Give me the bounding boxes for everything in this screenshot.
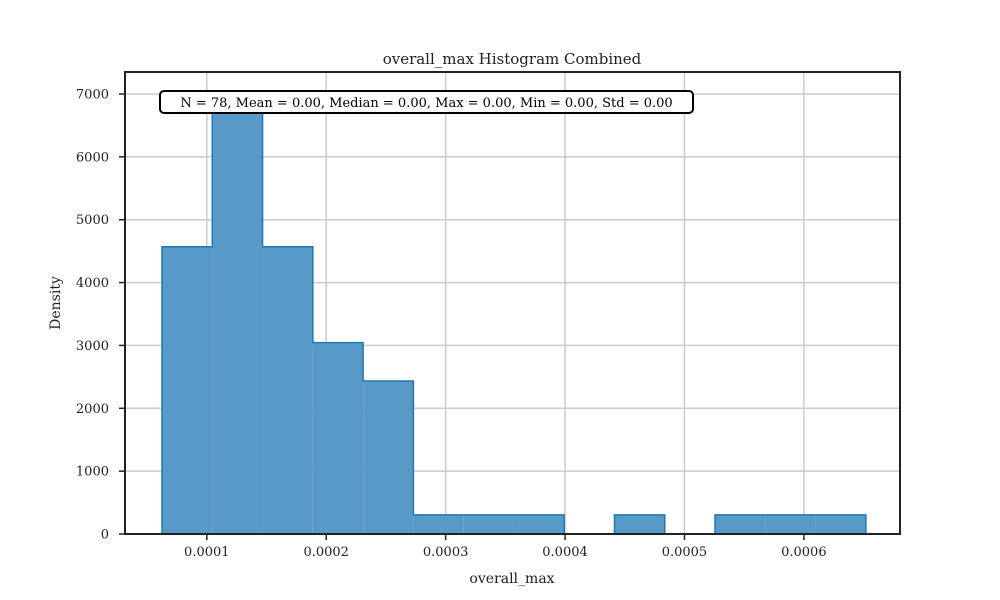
y-tick-label: 5000 [76, 213, 109, 228]
stats-box [159, 90, 694, 114]
y-tick-label: 3000 [76, 339, 109, 354]
y-tick-label: 2000 [76, 402, 109, 417]
histogram-bar [463, 514, 514, 534]
histogram-bar [363, 380, 414, 534]
histogram-bar [312, 342, 364, 534]
y-tick-label: 6000 [76, 150, 109, 165]
x-tick-label: 0.0004 [542, 545, 588, 560]
y-axis-label: Density [48, 276, 64, 330]
x-tick-label: 0.0003 [423, 545, 469, 560]
x-tick-label: 0.0005 [662, 545, 708, 560]
y-tick-label: 4000 [76, 276, 109, 291]
chart-title: overall_max Histogram Combined [383, 50, 642, 68]
histogram-bars [162, 112, 866, 534]
x-tick-label: 0.0006 [781, 545, 827, 560]
histogram-outline [161, 112, 867, 534]
y-axis-ticks: 0 1000 2000 3000 4000 5000 6000 7000 [76, 88, 125, 543]
y-tick-label: 7000 [76, 88, 109, 103]
histogram-bar [413, 514, 464, 534]
histogram-bar [212, 112, 263, 534]
histogram-bar [614, 514, 665, 534]
histogram-bar [765, 514, 816, 534]
histogram-bar [262, 246, 313, 534]
x-tick-label: 0.0001 [184, 545, 230, 560]
x-tick-label: 0.0002 [303, 545, 349, 560]
x-axis-label: overall_max [469, 571, 554, 587]
y-tick-label: 1000 [76, 465, 109, 480]
x-axis-ticks: 0.0001 0.0002 0.0003 0.0004 0.0005 0.0006 [184, 534, 827, 560]
stats-annotation: N = 78, Mean = 0.00, Median = 0.00, Max … [159, 90, 694, 114]
stats-text: N = 78, Mean = 0.00, Median = 0.00, Max … [180, 96, 672, 111]
plot-area-frame [124, 71, 901, 535]
histogram-bar [715, 514, 766, 534]
histogram-bar [513, 514, 565, 534]
histogram-bar [815, 514, 866, 534]
histogram-bar [162, 246, 213, 534]
y-tick-label: 0 [101, 528, 109, 543]
